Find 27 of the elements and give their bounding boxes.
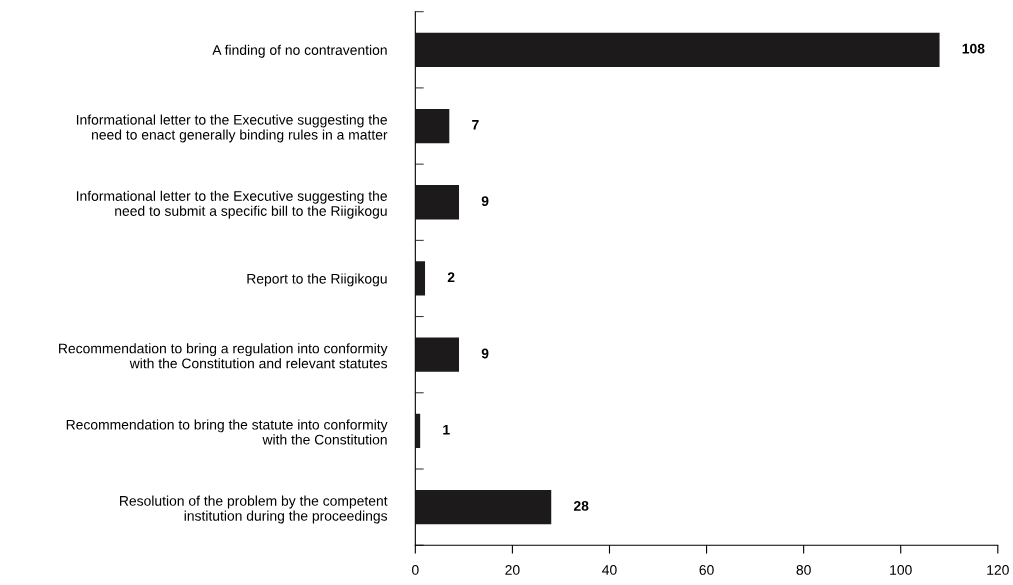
data-label: 9: [481, 348, 489, 359]
bar: [415, 489, 552, 525]
x-tick-label: 40: [602, 565, 617, 575]
data-label: 2: [447, 272, 455, 283]
y-tick-label: Resolution of the problem by the competent institution during the proceedings: [120, 495, 388, 524]
bar: [415, 32, 940, 67]
data-label: 108: [962, 43, 985, 54]
y-tick-label: Report to the Riigikogu: [247, 273, 387, 287]
data-label: 1: [443, 424, 450, 435]
y-tick-label: Informational letter to the Executive suggesting the need to submit a specific bill to the Riigikogu: [76, 190, 387, 219]
bar: [415, 261, 426, 296]
data-label: 7: [472, 120, 479, 130]
x-tick-label: 60: [699, 565, 714, 575]
x-tick-label: 100: [890, 565, 912, 575]
y-tick-label: A finding of no contravention: [212, 44, 387, 58]
bar: [415, 337, 460, 372]
x-tick-label: 20: [505, 565, 520, 575]
y-tick-label: Recommendation to bring a regulation into conformity with the Constitution and relevant statutes: [59, 343, 388, 369]
bar: [415, 185, 460, 220]
y-tick-label: Informational letter to the Executive suggesting the need to enact generally binding rules in a matter: [76, 114, 388, 143]
data-label: 28: [573, 501, 589, 511]
y-tick-label: Recommendation to bring the statute into conformity with the Constitution: [66, 419, 388, 445]
x-tick-label: 0: [412, 565, 419, 575]
bar: [415, 108, 450, 144]
data-label: 9: [481, 196, 489, 206]
x-tick-label: 120: [987, 565, 1009, 575]
x-tick-label: 80: [796, 565, 811, 575]
